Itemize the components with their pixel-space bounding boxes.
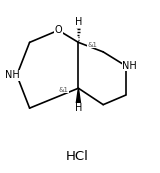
Text: O: O [55,25,62,35]
Text: NH: NH [5,70,20,80]
Text: HCl: HCl [65,150,88,163]
Text: H: H [75,17,82,27]
Text: NH: NH [122,61,137,71]
Polygon shape [76,88,81,106]
Text: H: H [75,103,82,113]
Text: &1: &1 [58,87,68,93]
Text: &1: &1 [87,42,97,48]
